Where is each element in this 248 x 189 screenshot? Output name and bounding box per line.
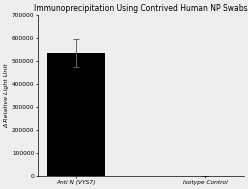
Bar — [47, 53, 105, 176]
Title: Immunoprecipitation Using Contrived Human NP Swabs: Immunoprecipitation Using Contrived Huma… — [34, 4, 248, 13]
Y-axis label: Δ Relative Light Unit: Δ Relative Light Unit — [4, 64, 9, 128]
